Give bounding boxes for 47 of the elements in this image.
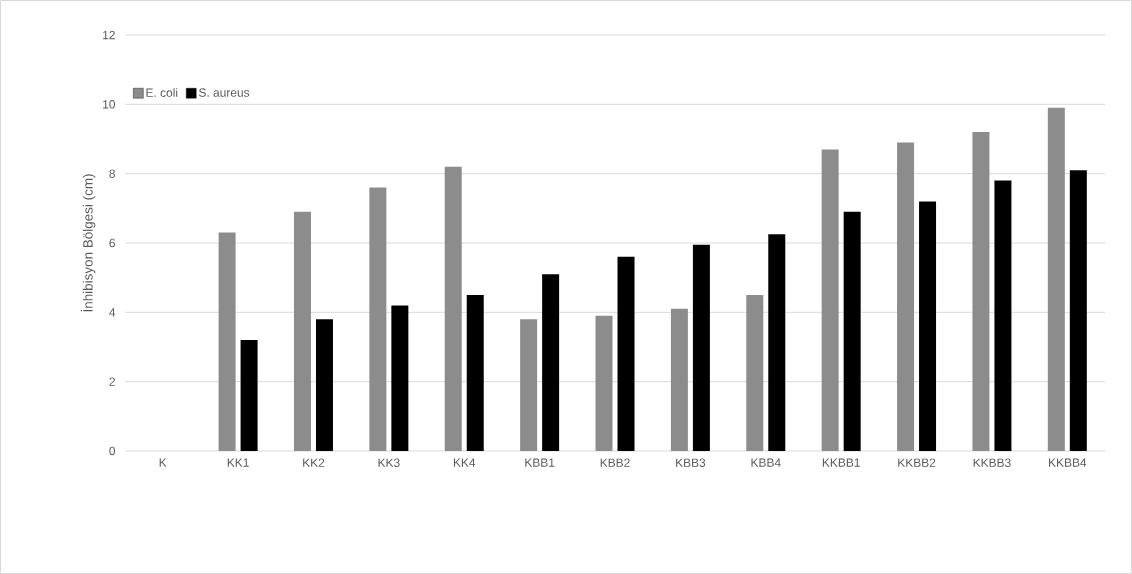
x-tick-label: KBB3 (676, 458, 706, 467)
x-tick-label: KK3 (378, 458, 400, 467)
bar (670, 308, 688, 451)
bar (595, 315, 613, 451)
bar (821, 149, 839, 451)
legend-label: S. aureus (198, 88, 250, 97)
bar (520, 319, 538, 451)
bar (919, 201, 937, 451)
x-tick-label: KKBB1 (822, 458, 860, 467)
bar (293, 211, 311, 451)
bar (692, 244, 710, 451)
x-tick-label: KK4 (453, 458, 476, 467)
bar (768, 234, 786, 451)
x-tick-label: KKBB3 (973, 458, 1011, 467)
bar (444, 166, 462, 451)
bar (315, 319, 333, 451)
legend-label: E. coli (146, 88, 178, 97)
y-tick-label: 6 (109, 238, 115, 248)
y-tick-label: 8 (109, 169, 115, 178)
bar (1047, 107, 1065, 451)
y-tick-label: 4 (109, 308, 116, 317)
x-tick-label: KKBB2 (898, 458, 936, 467)
y-tick-label: 2 (109, 377, 115, 386)
y-tick-label: 10 (103, 100, 116, 109)
y-tick-label: 0 (109, 446, 116, 456)
bar (1069, 170, 1087, 451)
bar (369, 187, 387, 451)
bar (972, 132, 990, 451)
bar (218, 232, 236, 451)
bar (240, 340, 258, 451)
x-tick-label: KBB1 (525, 458, 555, 467)
y-tick-label: 12 (103, 30, 115, 40)
x-tick-label: K (159, 458, 167, 467)
x-tick-label: KK1 (227, 458, 249, 467)
x-tick-label: KK2 (303, 458, 325, 467)
y-axis-title: İnhibisyon Bölgesi (cm) (80, 174, 96, 312)
bar (391, 305, 409, 451)
bar (466, 294, 484, 451)
x-tick-label: KKBB4 (1049, 458, 1087, 467)
x-tick-label: KBB2 (600, 458, 630, 467)
bar (994, 180, 1012, 451)
bar (542, 274, 560, 451)
x-tick-label: KBB4 (751, 458, 781, 467)
bar (843, 211, 861, 451)
bar (617, 256, 635, 451)
bar (897, 142, 915, 451)
bar (746, 294, 764, 451)
